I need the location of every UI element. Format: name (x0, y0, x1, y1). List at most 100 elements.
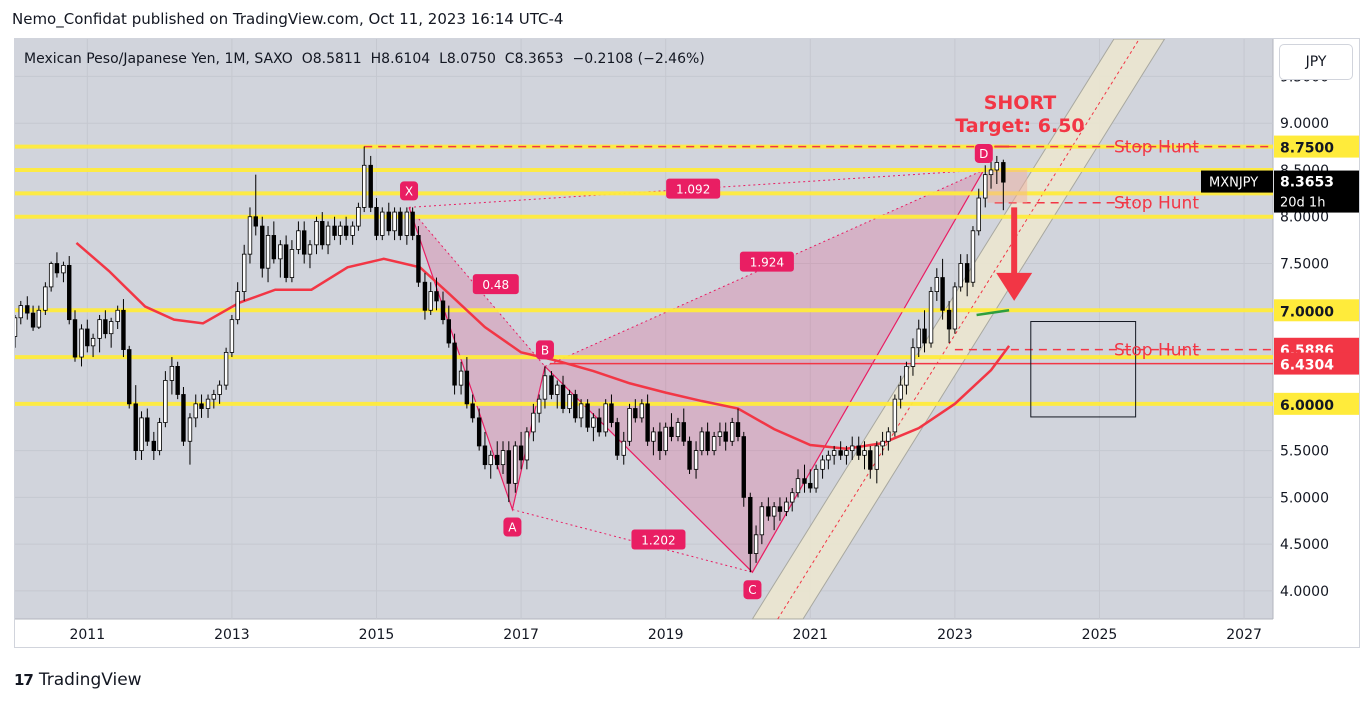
candle-up (699, 431, 705, 452)
current-price-tag (1274, 170, 1359, 213)
candle-up (784, 501, 789, 512)
candle-down (470, 403, 475, 419)
candle-up (169, 366, 175, 381)
price-tag (1274, 392, 1359, 415)
candle-down (645, 403, 650, 442)
candle-up (813, 468, 819, 489)
candle-up (820, 459, 825, 470)
candle-down (802, 478, 807, 484)
candle-up (850, 445, 855, 452)
time-axis-background (15, 619, 1273, 647)
currency-button[interactable]: JPY (1279, 44, 1353, 80)
candle-down (669, 426, 674, 437)
candle-up (61, 264, 66, 274)
symbol-description: Mexican Peso/Japanese Yen, 1M, SAXO (24, 51, 293, 67)
price-tag-label: 6.0000 (1280, 398, 1334, 414)
target-box (1030, 321, 1137, 418)
candle-up (892, 398, 898, 433)
pattern-point-badge (503, 517, 522, 537)
candle-up (338, 225, 343, 236)
candle-up (223, 351, 229, 386)
candle-down (615, 422, 620, 456)
ratio-badge (631, 529, 686, 550)
y-tick-label: 5.5000 (1280, 444, 1329, 460)
candle-up (621, 440, 626, 456)
candle-up (139, 417, 144, 452)
candle-up (362, 164, 367, 208)
candle-down (127, 349, 132, 405)
candle-down (585, 403, 590, 428)
pattern-point-badge (974, 143, 993, 163)
change-value: −0.2108 (−2.46%) (572, 51, 705, 67)
candle-up (886, 431, 891, 442)
candle-up (488, 454, 493, 466)
candle-down (25, 305, 30, 314)
candle-down (67, 264, 72, 321)
low-value: 8.0750 (446, 51, 496, 67)
candle-down (1001, 162, 1006, 183)
high-label: H (370, 51, 382, 67)
candle-down (398, 211, 403, 236)
stop-hunt-label: Stop Hunt (1114, 138, 1199, 158)
candle-down (410, 211, 415, 236)
brand-name: TradingView (38, 670, 142, 690)
candle-up (163, 380, 168, 423)
candle-up (898, 384, 903, 400)
candle-down (175, 366, 180, 395)
candle-up (928, 291, 934, 344)
candle-down (301, 230, 307, 255)
candle-up (265, 235, 271, 269)
candle-up (880, 440, 885, 447)
candle-down (506, 450, 512, 484)
candle-down (748, 496, 753, 554)
candle-down (609, 403, 614, 423)
candle-down (434, 291, 439, 302)
ratio-badge (739, 251, 794, 272)
candle-down (964, 263, 970, 283)
candle-up (392, 211, 397, 232)
pattern-point-badge (743, 580, 762, 600)
candle-up (958, 263, 963, 288)
x-tick-label: 2017 (503, 627, 539, 643)
pattern-bcd-fill (544, 169, 984, 573)
candle-up (296, 230, 301, 250)
ratio-label: 1.924 (750, 256, 784, 270)
candle-down (133, 403, 138, 452)
candle-up (247, 216, 253, 255)
candle-down (446, 319, 451, 344)
candle-up (115, 309, 120, 322)
candle-up (578, 403, 584, 419)
candle-down (518, 445, 524, 461)
candle-down (271, 235, 277, 260)
candle-down (723, 431, 728, 442)
candle-up (36, 309, 42, 328)
y-tick-label: 4.5000 (1280, 537, 1329, 553)
candle-up (314, 221, 319, 246)
candle-up (193, 403, 198, 419)
candle-down (735, 422, 741, 437)
chart-frame[interactable]: 2011 2013 2015 2017 2019 2021 2023 2025 2027 4.00… (14, 38, 1360, 648)
candle-up (826, 454, 831, 461)
candle-up (500, 450, 506, 466)
candle-down (573, 394, 578, 419)
price-chart[interactable]: 2011 2013 2015 2017 2019 2021 2023 2025 2027 4.00… (15, 39, 1359, 647)
candle-down (946, 309, 952, 330)
candle-up (844, 450, 849, 456)
candle-down (416, 235, 421, 283)
stop-hunt-label: Stop Hunt (1114, 194, 1199, 214)
pattern-point-label: D (979, 147, 988, 161)
candle-up (651, 431, 656, 442)
candle-up (759, 506, 765, 536)
candle-down (838, 450, 843, 456)
candle-down (103, 319, 108, 335)
candle-down (766, 506, 771, 517)
green-projection-line (976, 309, 1010, 317)
pattern-point-label: X (405, 184, 413, 198)
candle-up (994, 162, 1000, 171)
candle-up (187, 417, 193, 442)
footer-brand[interactable]: 17 TradingView (14, 670, 142, 690)
candle-down (596, 417, 602, 433)
y-tick-label: 4.0000 (1280, 584, 1329, 600)
candle-up (795, 478, 801, 494)
ascending-channel (751, 39, 1166, 620)
